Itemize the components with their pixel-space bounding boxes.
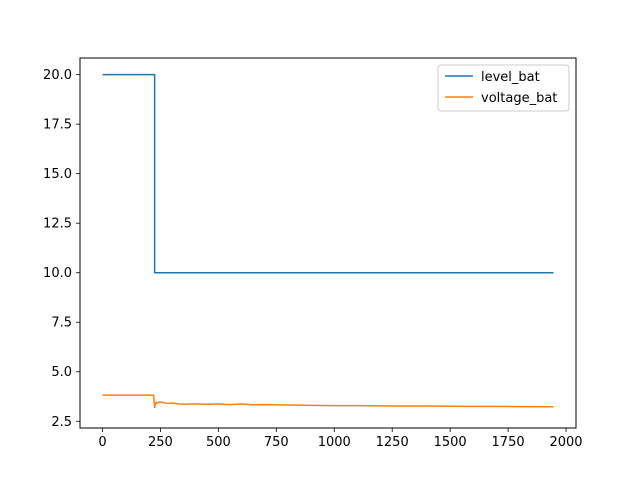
x-tick-label: 750 <box>264 435 289 450</box>
y-tick-label: 5.0 <box>51 365 72 380</box>
y-tick-label: 12.5 <box>43 217 72 232</box>
x-tick-label: 1000 <box>318 435 351 450</box>
x-tick-label: 1750 <box>492 435 525 450</box>
x-tick-label: 250 <box>148 435 173 450</box>
y-tick-label: 2.5 <box>51 415 72 430</box>
series-line-level_bat <box>102 73 554 274</box>
x-tick-label: 1500 <box>434 435 467 450</box>
legend-label-voltage_bat: voltage_bat <box>481 91 557 106</box>
y-tick-label: 10.0 <box>43 266 72 281</box>
y-tick-label: 7.5 <box>51 316 72 331</box>
y-tick-label: 15.0 <box>43 167 72 182</box>
x-tick-label: 2000 <box>549 435 582 450</box>
x-tick-label: 0 <box>98 435 106 450</box>
x-axis: 0 250 500 750 1000 1250 1500 1750 2000 <box>98 428 583 450</box>
series-line-voltage_bat <box>102 394 554 409</box>
legend-label-level_bat: level_bat <box>481 70 540 85</box>
y-tick-label: 20.0 <box>43 68 72 83</box>
x-tick-label: 500 <box>206 435 231 450</box>
x-tick-label: 1250 <box>376 435 409 450</box>
y-tick-label: 17.5 <box>43 118 72 133</box>
plot-area-frame <box>79 57 577 429</box>
series-layer <box>102 73 554 409</box>
y-axis: 2.5 5.0 7.5 10.0 12.5 15.0 17.5 20.0 <box>43 68 80 430</box>
legend: level_bat voltage_bat <box>437 64 570 112</box>
